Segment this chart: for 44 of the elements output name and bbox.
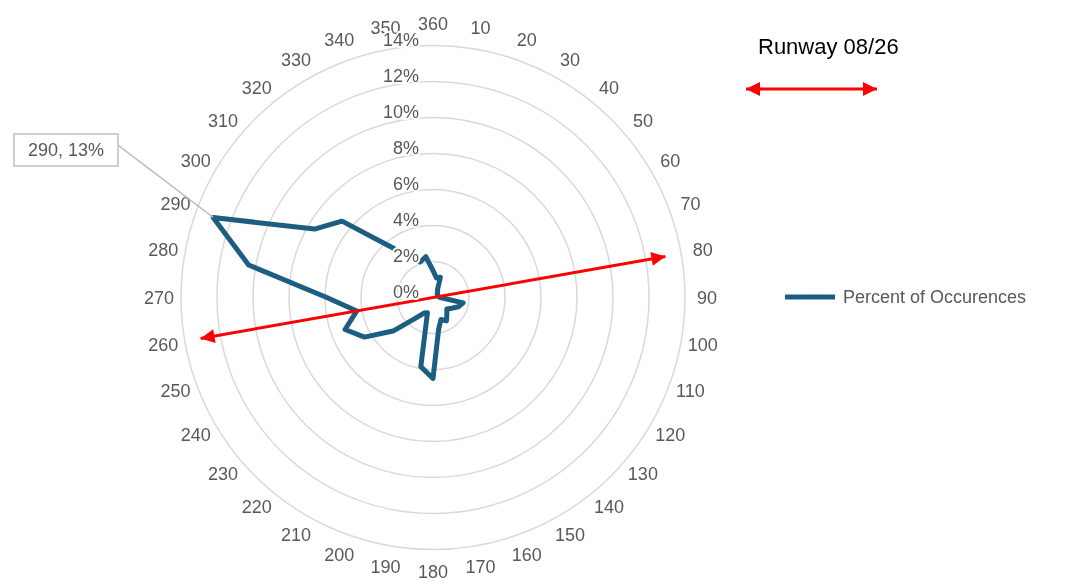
spoke-label: 180: [417, 561, 449, 582]
spoke-label: 190: [370, 557, 401, 578]
spoke-label: 10: [470, 17, 491, 38]
spoke-label: 220: [241, 497, 272, 518]
spoke-label: 240: [180, 424, 211, 445]
spoke-label: 250: [160, 381, 191, 402]
spoke-label: 310: [208, 111, 239, 132]
y-tick-label: 8%: [392, 137, 419, 158]
spoke-label: 210: [280, 524, 312, 545]
spoke-label: 320: [241, 77, 272, 98]
spoke-label: 90: [696, 287, 718, 308]
y-tick-label: 12%: [382, 65, 419, 86]
y-tick-label: 10%: [382, 101, 419, 122]
spoke-label: 40: [599, 77, 620, 98]
spoke-label: 360: [417, 13, 449, 34]
spoke-label: 280: [148, 239, 179, 260]
spoke-label: 330: [280, 50, 312, 71]
spoke-label: 100: [687, 335, 718, 356]
spoke-label: 50: [632, 111, 653, 132]
spoke-label: 70: [680, 193, 701, 214]
y-tick-label: 0%: [392, 281, 419, 302]
spoke-label: 120: [655, 424, 686, 445]
legend-label: Percent of Occurences: [843, 287, 1027, 307]
spoke-label: 270: [143, 287, 175, 308]
data-label: 290, 13%: [27, 140, 105, 160]
spoke-label: 340: [324, 30, 355, 51]
spoke-label: 200: [324, 544, 355, 565]
spoke-label: 300: [180, 150, 211, 171]
spoke-label: 130: [627, 463, 658, 484]
spoke-label: 30: [559, 50, 581, 71]
spoke-label: 20: [516, 30, 537, 51]
spoke-label: 160: [511, 544, 542, 565]
spoke-label: 80: [692, 239, 713, 260]
spoke-label: 150: [554, 524, 586, 545]
spoke-label: 110: [676, 381, 705, 402]
spoke-label: 170: [465, 557, 496, 578]
spoke-label: 140: [594, 497, 625, 518]
spoke-label: 290: [160, 193, 191, 214]
y-tick-label: 4%: [392, 209, 419, 230]
spoke-label: 60: [660, 150, 681, 171]
text: Runway 08/26: [758, 33, 899, 59]
y-tick-label: 6%: [392, 173, 419, 194]
spoke-label: 260: [148, 335, 179, 356]
spoke-label: 230: [208, 463, 239, 484]
